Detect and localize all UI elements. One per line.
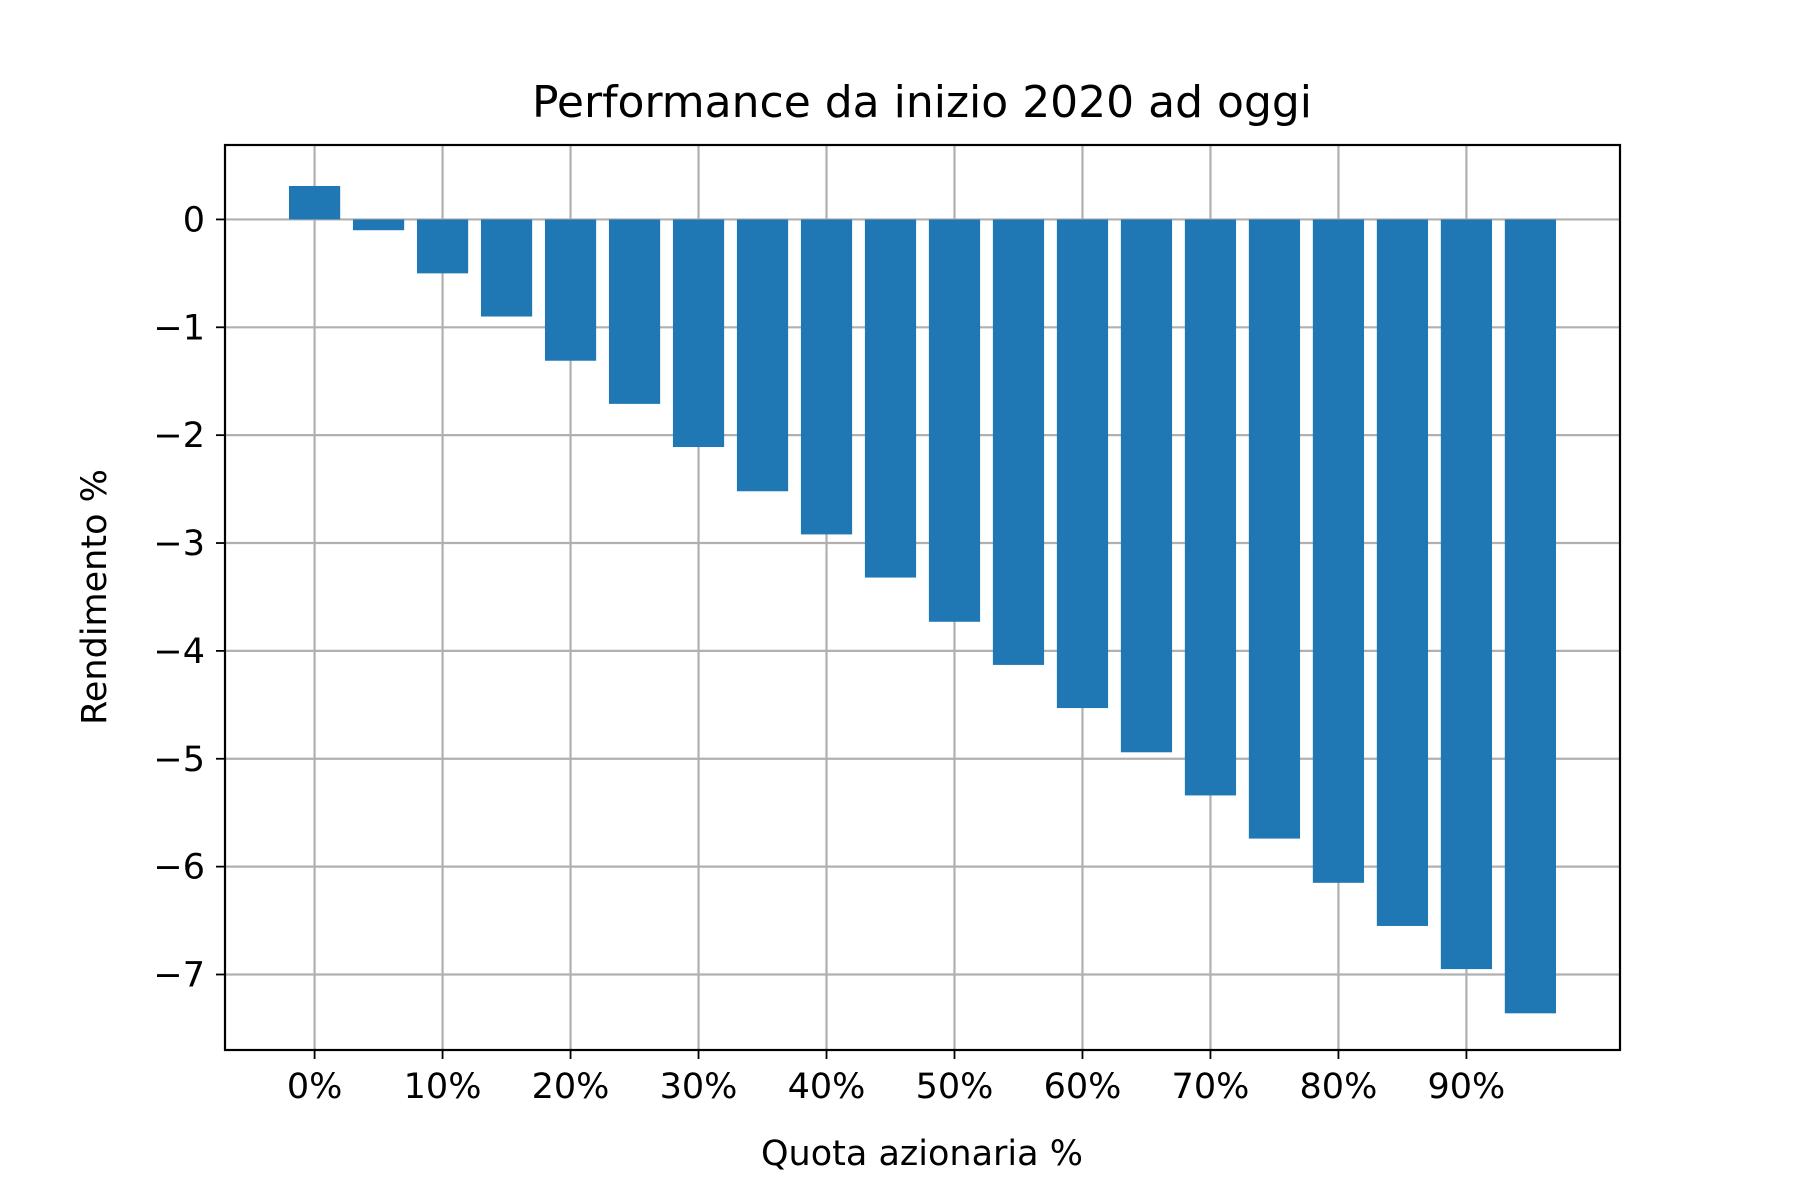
y-tick-label: −6	[153, 848, 205, 888]
x-tick-label: 50%	[916, 1067, 994, 1107]
ticks: 0% 10% 20% 30% 40% 50% 60% 70% 80% 90% 0 −1 −2 −3 −4 −5…	[153, 200, 1505, 1107]
x-tick-label: 10%	[404, 1067, 482, 1107]
x-tick-label: 60%	[1044, 1067, 1122, 1107]
bar	[1504, 219, 1557, 1014]
y-tick-label: −5	[153, 740, 205, 780]
bar	[736, 219, 789, 492]
y-axis-label: Rendimento %	[75, 469, 115, 725]
y-tick-label: −4	[153, 632, 205, 672]
x-tick-label: 90%	[1428, 1067, 1506, 1107]
bar	[1440, 219, 1493, 970]
bar	[608, 219, 661, 404]
x-tick-label: 30%	[660, 1067, 738, 1107]
bar	[1184, 219, 1237, 796]
x-axis-label: Quota azionaria %	[761, 1134, 1083, 1174]
bar	[288, 185, 341, 220]
bar	[928, 219, 981, 622]
bar	[480, 219, 533, 317]
bar	[800, 219, 853, 535]
x-tick-label: 0%	[287, 1067, 343, 1107]
y-tick-label: −1	[153, 308, 205, 348]
bar	[1312, 219, 1365, 883]
x-tick-label: 20%	[532, 1067, 610, 1107]
x-tick-label: 70%	[1172, 1067, 1250, 1107]
y-tick-label: −3	[153, 524, 205, 564]
bar	[416, 219, 469, 274]
bar	[992, 219, 1045, 665]
y-tick-label: −7	[153, 955, 205, 995]
x-tick-label: 40%	[788, 1067, 866, 1107]
bar	[1120, 219, 1173, 753]
y-tick-label: −2	[153, 416, 205, 456]
chart-title: Performance da inizio 2020 ad oggi	[532, 77, 1312, 128]
bars	[288, 185, 1557, 1014]
y-tick-label: 0	[183, 200, 205, 240]
plot-frame	[223, 143, 1622, 1052]
bar	[352, 219, 405, 231]
bar	[864, 219, 917, 578]
x-tick-label: 80%	[1300, 1067, 1378, 1107]
bar	[1248, 219, 1301, 839]
bar	[672, 219, 725, 448]
bar	[1056, 219, 1109, 709]
bar	[1376, 219, 1429, 926]
bar	[544, 219, 597, 361]
